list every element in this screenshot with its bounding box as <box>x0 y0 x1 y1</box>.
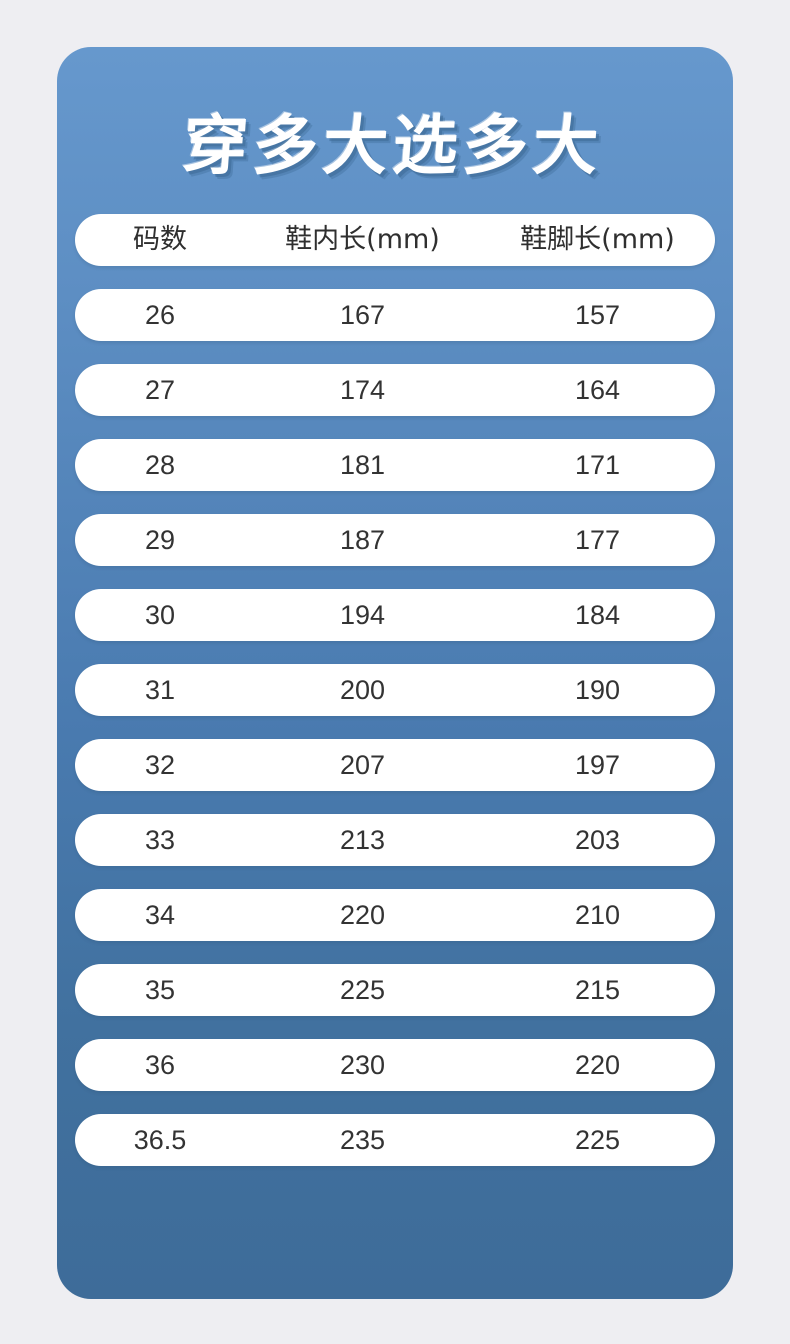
cell-size: 34 <box>144 900 176 930</box>
cell-foot-length: 157 <box>574 300 621 330</box>
cell-size: 36 <box>144 1050 176 1080</box>
table-row: 31 200 190 <box>75 664 715 716</box>
cell-inner-length: 174 <box>339 375 386 405</box>
table-header-row: 码数 鞋内长(mm) 鞋脚长(mm) <box>75 214 715 266</box>
cell-size: 32 <box>144 750 176 780</box>
table-row: 26 167 157 <box>75 289 715 341</box>
size-chart-card: 穿多大选多大 码数 鞋内长(mm) 鞋脚长(mm) 26 167 157 27 … <box>57 47 733 1299</box>
cell-foot-length: 225 <box>574 1125 621 1155</box>
cell-foot-length: 215 <box>574 975 621 1005</box>
table-row: 28 181 171 <box>75 439 715 491</box>
cell-size: 36.5 <box>133 1125 187 1155</box>
cell-inner-length: 230 <box>339 1050 386 1080</box>
cell-inner-length: 213 <box>339 825 386 855</box>
cell-foot-length: 197 <box>574 750 621 780</box>
cell-foot-length: 171 <box>574 450 621 480</box>
cell-inner-length: 200 <box>339 675 386 705</box>
cell-size: 31 <box>144 675 176 705</box>
table-row: 27 174 164 <box>75 364 715 416</box>
cell-foot-length: 203 <box>574 825 621 855</box>
cell-foot-length: 190 <box>574 675 621 705</box>
cell-size: 29 <box>144 525 176 555</box>
cell-inner-length: 207 <box>339 750 386 780</box>
cell-inner-length: 194 <box>339 600 386 630</box>
cell-inner-length: 181 <box>339 450 386 480</box>
column-header-size: 码数 <box>133 224 187 255</box>
cell-foot-length: 210 <box>574 900 621 930</box>
cell-inner-length: 167 <box>339 300 386 330</box>
cell-foot-length: 184 <box>574 600 621 630</box>
page-title: 穿多大选多大 <box>180 109 606 184</box>
cell-foot-length: 177 <box>574 525 621 555</box>
column-header-foot-length: 鞋脚长(mm) <box>520 224 675 255</box>
table-row: 36.5 235 225 <box>75 1114 715 1166</box>
cell-inner-length: 235 <box>339 1125 386 1155</box>
cell-inner-length: 225 <box>339 975 386 1005</box>
column-header-inner-length: 鞋内长(mm) <box>285 224 440 255</box>
table-row: 34 220 210 <box>75 889 715 941</box>
cell-size: 35 <box>144 975 176 1005</box>
table-row: 30 194 184 <box>75 589 715 641</box>
cell-foot-length: 220 <box>574 1050 621 1080</box>
cell-size: 27 <box>144 375 176 405</box>
cell-inner-length: 187 <box>339 525 386 555</box>
cell-size: 26 <box>144 300 176 330</box>
cell-foot-length: 164 <box>574 375 621 405</box>
size-table: 码数 鞋内长(mm) 鞋脚长(mm) 26 167 157 27 174 164… <box>75 214 715 1189</box>
cell-size: 33 <box>144 825 176 855</box>
cell-size: 28 <box>144 450 176 480</box>
table-row: 36 230 220 <box>75 1039 715 1091</box>
table-row: 29 187 177 <box>75 514 715 566</box>
table-row: 35 225 215 <box>75 964 715 1016</box>
cell-size: 30 <box>144 600 176 630</box>
table-row: 32 207 197 <box>75 739 715 791</box>
cell-inner-length: 220 <box>339 900 386 930</box>
table-row: 33 213 203 <box>75 814 715 866</box>
